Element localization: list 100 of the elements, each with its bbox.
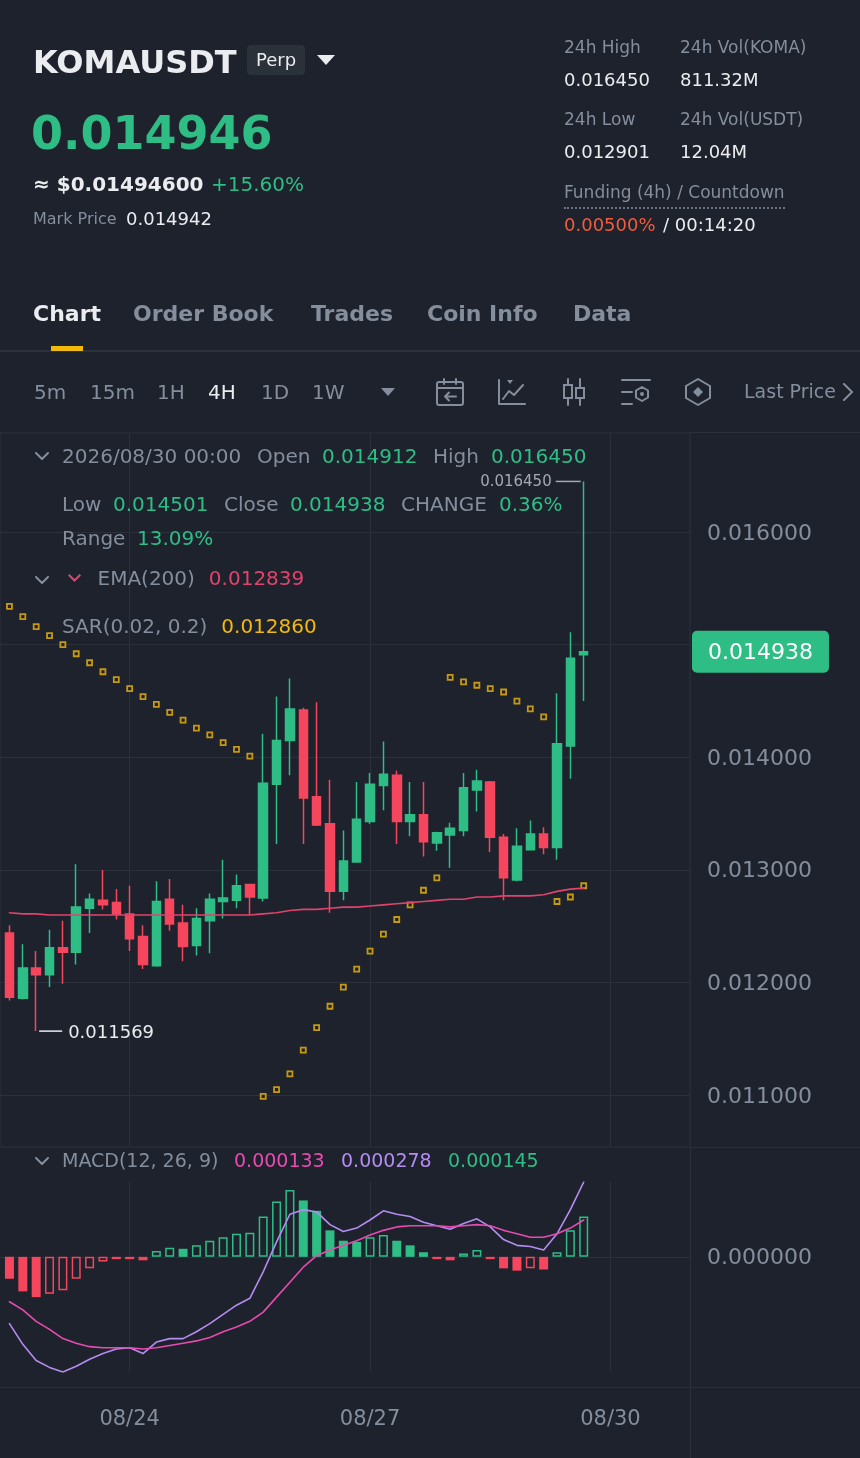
bar — [285, 1190, 295, 1257]
text: Last Price — [744, 380, 836, 403]
candlestick — [164, 878, 175, 932]
candlestick — [551, 692, 563, 861]
annotation: 0.012839 — [208, 566, 305, 590]
annotation: 0.014501 — [113, 491, 209, 516]
text: 0.000145 — [448, 1149, 539, 1172]
bar — [272, 1201, 282, 1257]
bar — [4, 1256, 14, 1279]
candlestick — [391, 770, 403, 845]
bar — [205, 1240, 215, 1257]
bar — [85, 1256, 95, 1269]
text: Perp — [247, 44, 306, 76]
point — [193, 724, 200, 732]
text: 811.32M — [680, 68, 759, 91]
candlestick — [244, 883, 256, 916]
point — [326, 1002, 334, 1010]
point — [273, 1086, 280, 1093]
candlestick — [404, 781, 416, 837]
candlestick — [565, 631, 576, 780]
annotation: 0.014938 — [290, 491, 386, 516]
point — [246, 752, 254, 760]
annotation: 0.36% — [499, 491, 563, 516]
candlestick — [511, 827, 523, 882]
bar — [405, 1245, 415, 1257]
bar — [392, 1240, 402, 1257]
annotation: 0.011569 — [68, 1020, 155, 1042]
point — [339, 983, 347, 991]
text: 0.00500% — [564, 213, 656, 236]
bar — [352, 1241, 362, 1257]
bar — [218, 1237, 228, 1257]
bar — [71, 1256, 81, 1279]
point — [206, 731, 214, 739]
point — [526, 705, 534, 713]
text: 0.012901 — [564, 140, 650, 163]
point — [112, 676, 120, 684]
annotation: High — [433, 443, 479, 468]
bar — [552, 1252, 562, 1257]
candlestick — [17, 943, 29, 1001]
point — [139, 693, 147, 700]
annotation: 0.016450 — [480, 472, 552, 491]
point — [72, 650, 80, 658]
bar — [459, 1253, 469, 1257]
point — [46, 632, 53, 640]
bar — [58, 1256, 68, 1291]
text: 0.000000 — [707, 1244, 812, 1270]
candlestick — [311, 701, 322, 827]
point — [446, 673, 454, 681]
point — [553, 898, 561, 905]
bar — [378, 1234, 388, 1257]
candlestick — [324, 779, 336, 914]
point — [299, 1046, 307, 1054]
candlestick — [418, 781, 429, 858]
bar — [499, 1256, 509, 1269]
point — [566, 893, 574, 901]
point — [473, 681, 481, 689]
point — [6, 603, 13, 610]
bar — [191, 1245, 201, 1257]
point — [540, 713, 548, 721]
series-label: SAR(0.02, 0.2) — [62, 614, 208, 638]
annotation: 0.014912 — [322, 443, 418, 468]
x-tick-label: 08/27 — [339, 1405, 401, 1430]
text: 15m — [90, 379, 135, 404]
candlestick — [351, 781, 362, 863]
bar — [312, 1210, 322, 1257]
text: Trades — [311, 300, 394, 326]
bar — [98, 1256, 108, 1262]
candlestick — [137, 924, 149, 970]
bar — [418, 1252, 428, 1257]
point — [460, 678, 467, 686]
annotation: 13.09% — [137, 525, 214, 550]
bar — [245, 1232, 255, 1257]
legend-label: EMA(200) — [97, 566, 195, 590]
point — [152, 701, 160, 708]
candlestick — [525, 819, 536, 851]
point — [286, 1070, 294, 1078]
text: Funding (4h) / Countdown — [564, 181, 785, 210]
candlestick — [364, 772, 376, 825]
point — [99, 668, 107, 676]
bar — [512, 1256, 522, 1271]
text: ≈ $0.01494600 — [33, 171, 204, 196]
bar — [31, 1256, 41, 1298]
text: Mark Price — [33, 209, 117, 229]
bar — [565, 1230, 575, 1257]
text: 0.000278 — [341, 1149, 432, 1172]
text: 24h Vol(KOMA) — [680, 37, 807, 58]
candlestick — [44, 928, 55, 988]
point — [32, 623, 40, 631]
text: 1D — [261, 379, 290, 404]
candlestick — [378, 740, 389, 812]
annotation: 0.016450 — [491, 443, 587, 468]
bar — [539, 1256, 549, 1270]
y-tick-label: 0.012000 — [707, 970, 812, 996]
candlestick — [338, 829, 349, 902]
candlestick — [111, 888, 122, 921]
point — [500, 688, 507, 696]
text: 24h Vol(USDT) — [680, 109, 804, 130]
candlestick — [57, 919, 69, 985]
candlestick — [444, 821, 456, 869]
point — [393, 916, 401, 923]
